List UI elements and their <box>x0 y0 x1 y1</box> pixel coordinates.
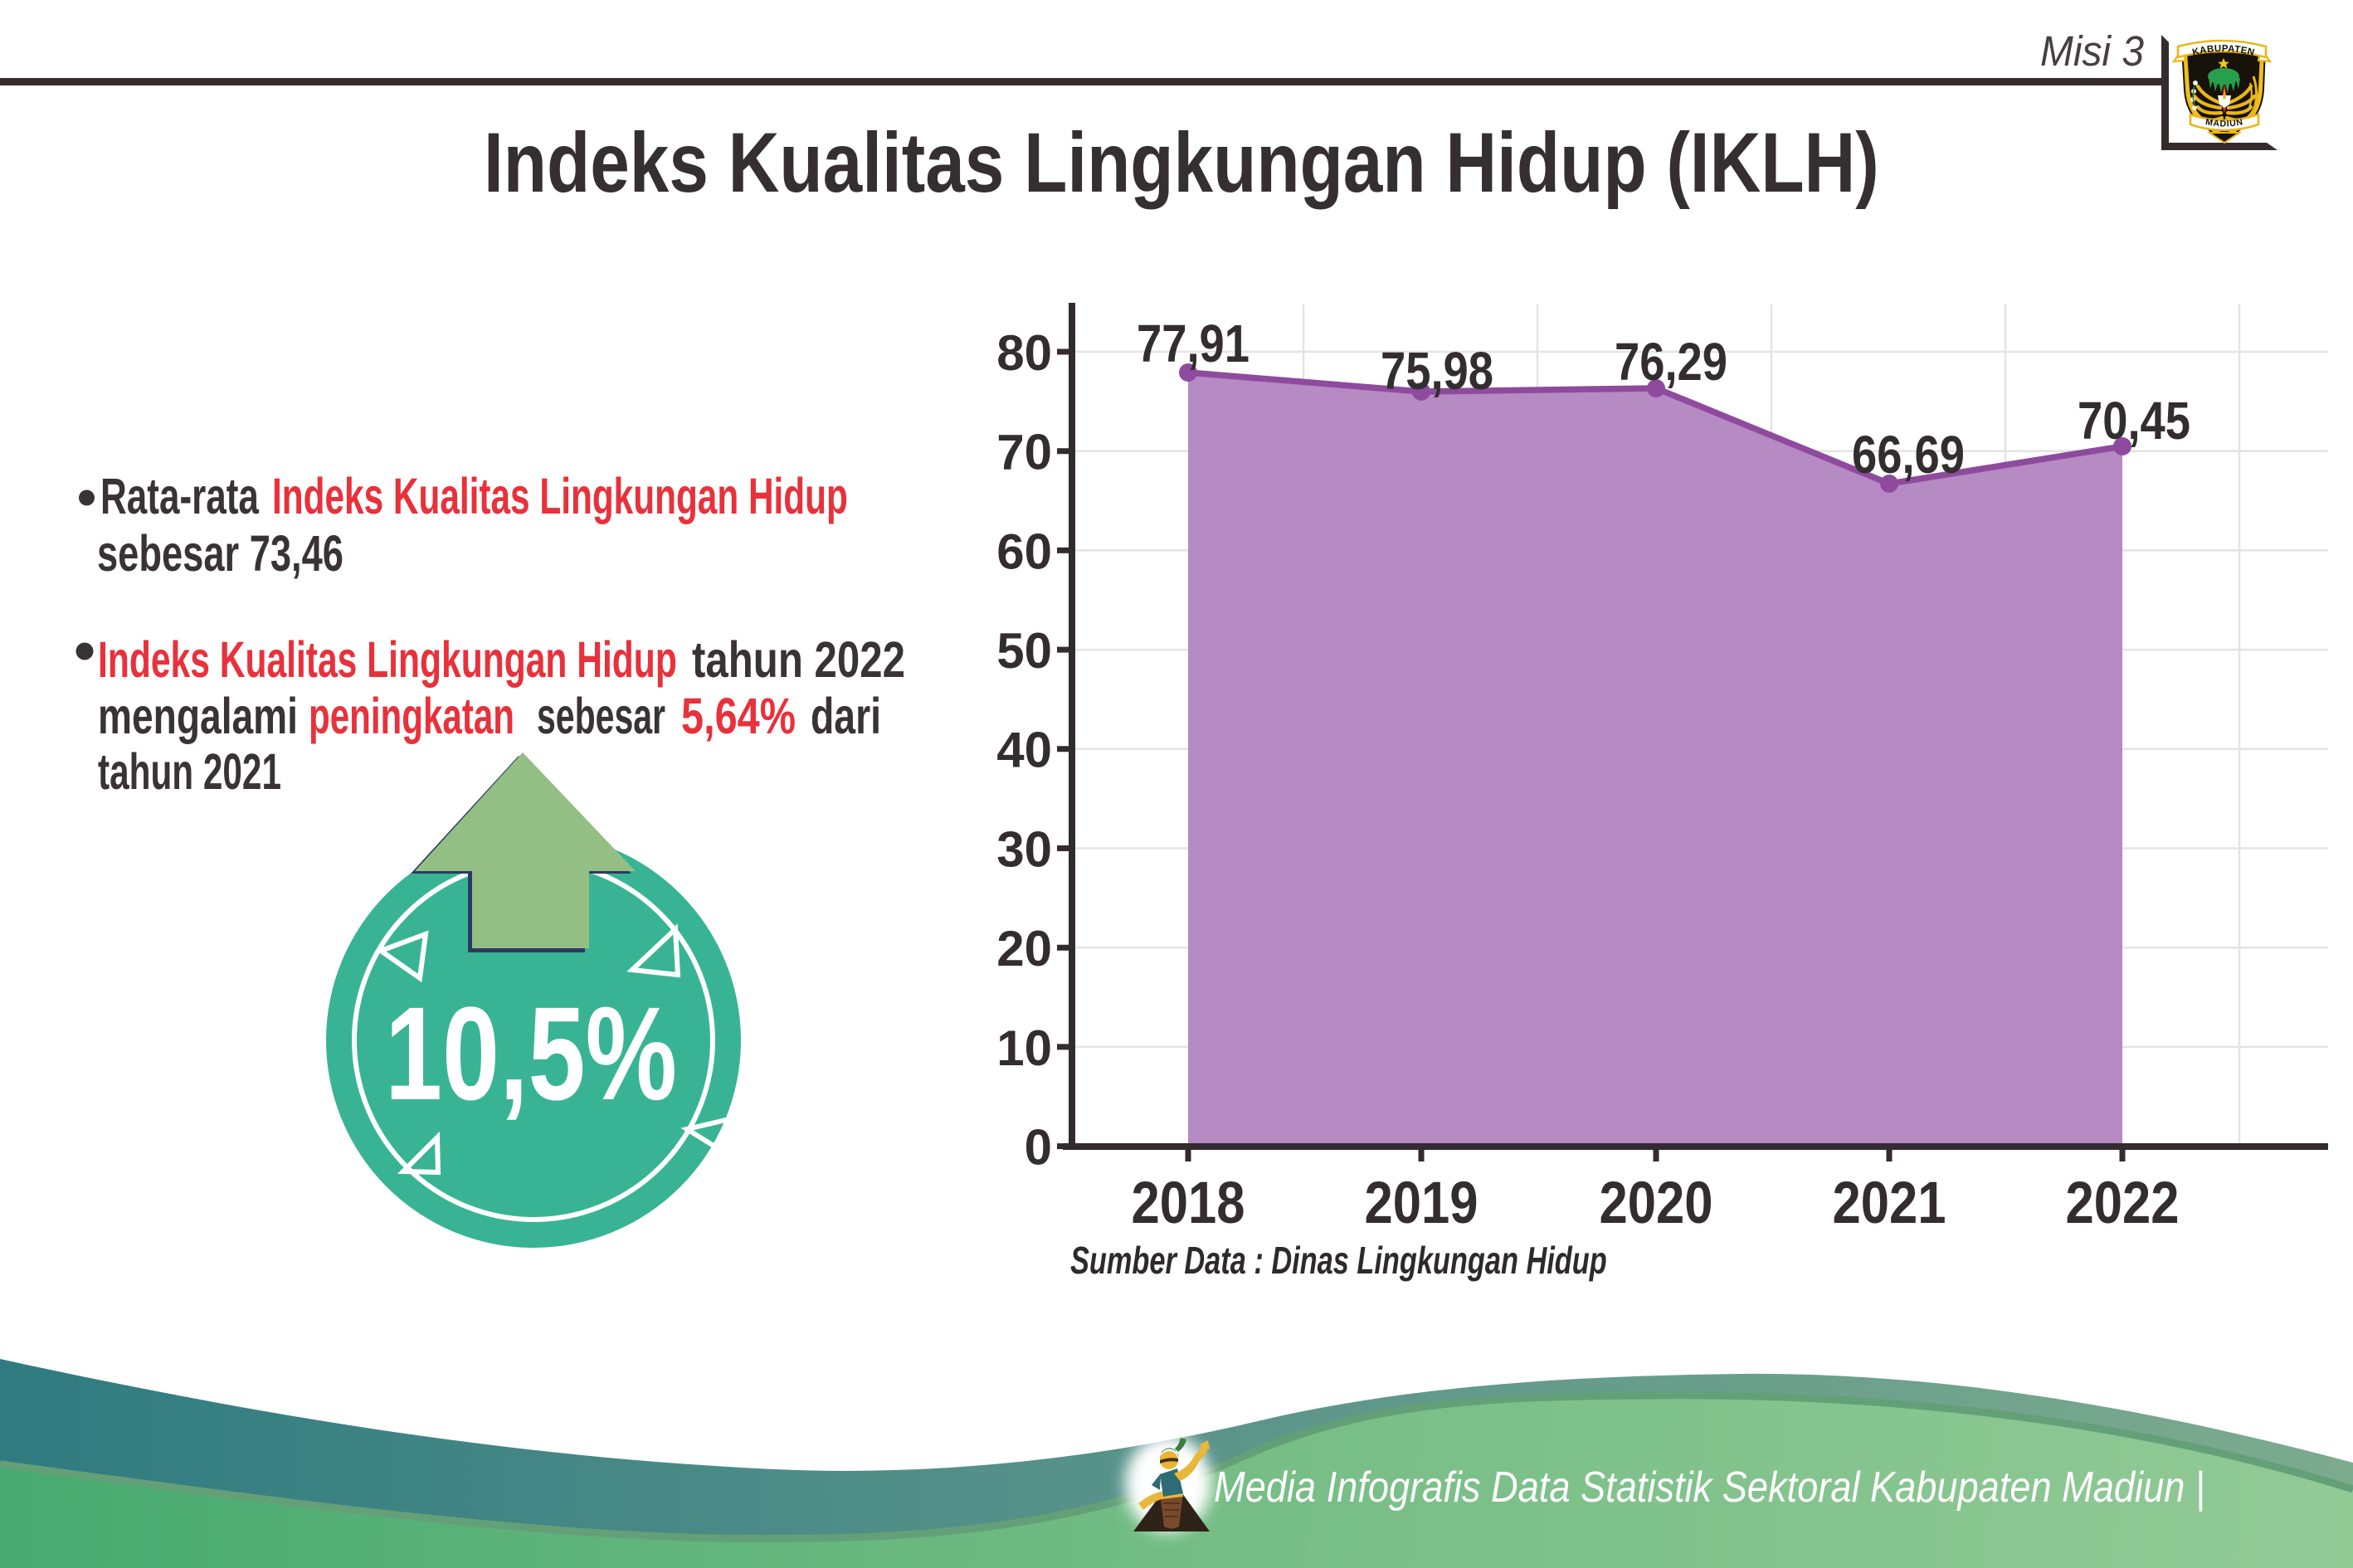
svg-text:MADIUN: MADIUN <box>2204 117 2244 129</box>
svg-text:2018: 2018 <box>1132 1171 1245 1236</box>
svg-text:peningkatan: peningkatan <box>309 689 514 745</box>
svg-text:75,98: 75,98 <box>1381 341 1493 401</box>
svg-text:Misi 3: Misi 3 <box>2040 28 2144 75</box>
svg-text:sebesar 73,46: sebesar 73,46 <box>97 525 343 582</box>
svg-text:Indeks Kualitas Lingkungan Hid: Indeks Kualitas Lingkungan Hidup <box>272 468 848 525</box>
svg-text:Rata-rata: Rata-rata <box>100 469 259 525</box>
svg-text:dari: dari <box>811 689 881 745</box>
svg-text:10,5%: 10,5% <box>385 980 677 1128</box>
svg-text:Indeks Kualitas Lingkungan Hid: Indeks Kualitas Lingkungan Hidup <box>98 631 677 688</box>
svg-text:0: 0 <box>1025 1120 1052 1176</box>
svg-text:76,29: 76,29 <box>1615 332 1727 392</box>
svg-text:40: 40 <box>996 723 1052 778</box>
svg-text:Indeks Kualitas Lingkungan Hid: Indeks Kualitas Lingkungan Hidup (IKLH) <box>484 115 1879 210</box>
svg-text:sebesar: sebesar <box>537 689 665 745</box>
svg-text:66,69: 66,69 <box>1852 425 1965 485</box>
svg-text:5,64%: 5,64% <box>681 688 796 745</box>
svg-text:Sumber Data : Dinas Lingkungan: Sumber Data : Dinas Lingkungan Hidup <box>1070 1239 1607 1282</box>
svg-text:tahun 2022: tahun 2022 <box>692 631 905 688</box>
svg-text:20: 20 <box>996 921 1052 976</box>
svg-text:2019: 2019 <box>1365 1171 1479 1236</box>
svg-text:70,45: 70,45 <box>2078 391 2190 450</box>
svg-text:77,91: 77,91 <box>1137 314 1250 373</box>
svg-text:60: 60 <box>996 523 1052 579</box>
svg-text:2020: 2020 <box>1600 1171 1713 1236</box>
svg-text:mengalami: mengalami <box>98 689 298 745</box>
svg-text:Media Infografis Data Statisti: Media Infografis Data Statistik Sektoral… <box>1214 1463 2205 1512</box>
svg-text:KABUPATEN: KABUPATEN <box>2191 44 2255 58</box>
svg-text:80: 80 <box>996 325 1052 381</box>
svg-text:30: 30 <box>996 821 1052 877</box>
svg-text:2022: 2022 <box>2066 1171 2180 1236</box>
svg-text:2021: 2021 <box>1833 1171 1946 1236</box>
svg-text:70: 70 <box>996 425 1052 480</box>
svg-text:10: 10 <box>996 1020 1052 1076</box>
svg-text:50: 50 <box>996 623 1052 679</box>
svg-text:tahun 2021: tahun 2021 <box>98 743 281 801</box>
